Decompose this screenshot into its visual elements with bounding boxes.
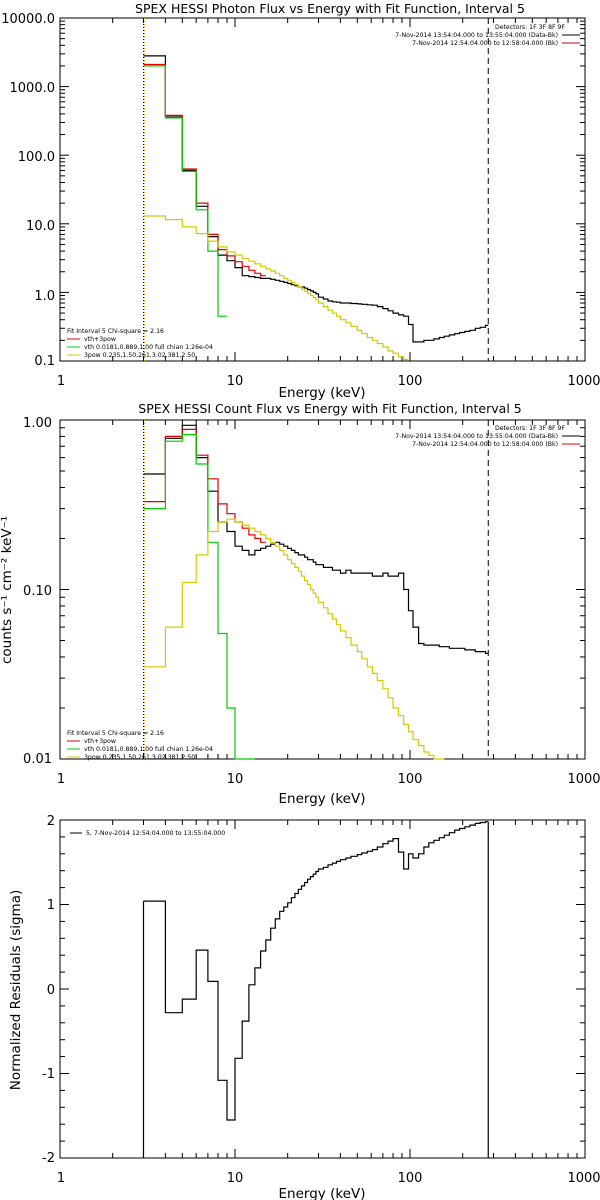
photon-flux-detectors: Detectors: 1F 3F 8F 9F — [495, 24, 566, 31]
photon-flux-legend-total: vth+3pow — [84, 336, 116, 343]
residuals-ytick-0: 0 — [47, 983, 55, 998]
count-flux-ylabel: counts s⁻¹ cm⁻² keV⁻¹ — [0, 516, 15, 664]
residuals-panel: 1 10 100 1000 -2 -1 0 1 2 Energy (keV) N… — [8, 814, 600, 1200]
count-flux-legend-powerlaw: 3pow 0.235,1.50,261,3.02,381,2.50 — [84, 754, 195, 761]
count-flux-legend-thermal: vth 0.0181,0.889,1.00 full chian 1.26e-0… — [84, 746, 213, 753]
photon-flux-panel: SPEX HESSI Photon Flux vs Energy with Fi… — [1, 1, 600, 401]
photon-flux-series-powerlaw — [143, 215, 409, 361]
residuals-ytick-2: 2 — [47, 814, 55, 829]
photon-flux-info-line-2: 7-Nov-2014 12:54:04.000 to 12:58:04.000 … — [412, 40, 558, 47]
photon-flux-title: SPEX HESSI Photon Flux vs Energy with Fi… — [135, 1, 525, 16]
count-flux-xtick-1000: 1000 — [567, 772, 600, 787]
count-flux-series-total — [143, 428, 266, 543]
photon-flux-ytick-1.0: 1.0 — [34, 289, 55, 304]
photon-flux-ytick-10000.0: 10000.0 — [1, 12, 55, 27]
photon-flux-xtick-1: 1 — [57, 374, 65, 389]
photon-flux-ticks — [59, 17, 586, 362]
photon-flux-info-line-1: 7-Nov-2014 13:54:04.000 to 13:55:04.000 … — [395, 32, 558, 39]
residuals-xtick-10: 10 — [227, 1171, 244, 1186]
count-flux-ytick-0.01: 0.01 — [23, 752, 52, 767]
count-flux-info-line-1: 7-Nov-2014 13:54:04.000 to 13:55:04.000 … — [395, 433, 558, 440]
photon-flux-legend-header: Fit Interval 5 Chi-square = 2.16 — [67, 328, 164, 335]
count-flux-title: SPEX HESSI Count Flux vs Energy with Fit… — [138, 401, 521, 416]
count-flux-detectors: Detectors: 1F 3F 8F 9F — [495, 425, 566, 432]
photon-flux-xtick-1000: 1000 — [567, 374, 600, 389]
photon-flux-ytick-10.0: 10.0 — [26, 219, 55, 234]
count-flux-ytick-1.00: 1.00 — [23, 416, 52, 431]
residuals-ytick-minus2: -2 — [42, 1151, 55, 1166]
photon-flux-series-thermal — [143, 65, 227, 317]
photon-flux-xtick-10: 10 — [227, 374, 244, 389]
count-flux-series-powerlaw — [143, 518, 445, 760]
photon-flux-series-data — [143, 55, 489, 343]
residuals-ylabel: Normalized Residuals (sigma) — [8, 890, 24, 1091]
photon-flux-xtick-100: 100 — [398, 374, 423, 389]
residuals-xlabel: Energy (keV) — [279, 1186, 366, 1200]
residuals-xtick-1000: 1000 — [567, 1171, 600, 1186]
residuals-xtick-1: 1 — [57, 1171, 65, 1186]
photon-flux-reference-lines — [142, 18, 489, 361]
count-flux-series-data — [143, 424, 489, 654]
residuals-ytick-minus1: -1 — [42, 1067, 55, 1082]
count-flux-xtick-100: 100 — [398, 772, 423, 787]
photon-flux-legend-thermal: vth 0.0181,0.889,1.00 full chian 1.26e-0… — [84, 344, 213, 351]
residuals-ytick-1: 1 — [47, 898, 55, 913]
count-flux-legend-header: Fit Interval 5 Chi-square = 2.16 — [67, 730, 164, 737]
residuals-series — [142, 821, 489, 1158]
photon-flux-xlabel: Energy (keV) — [279, 385, 366, 401]
count-flux-ytick-0.10: 0.10 — [23, 584, 52, 599]
count-flux-xlabel: Energy (keV) — [279, 791, 366, 807]
photon-flux-ytick-1000.0: 1000.0 — [10, 81, 56, 96]
count-flux-series-thermal — [143, 434, 255, 760]
count-flux-series — [143, 424, 489, 760]
count-flux-xtick-10: 10 — [227, 772, 244, 787]
count-flux-panel: SPEX HESSI Count Flux vs Energy with Fit… — [0, 401, 600, 807]
count-flux-legend-total: vth+3pow — [84, 738, 116, 745]
photon-flux-ytick-100.0: 100.0 — [18, 150, 55, 165]
count-flux-ticks — [59, 419, 586, 760]
count-flux-reference-lines — [142, 420, 489, 759]
count-flux-info-line-2: 7-Nov-2014 12:54:04.000 to 12:58:04.000 … — [412, 441, 558, 448]
photon-flux-series — [143, 55, 489, 361]
photon-flux-axes-frame — [59, 17, 586, 362]
residuals-series-residuals — [143, 821, 489, 1121]
residuals-xtick-100: 100 — [398, 1171, 423, 1186]
photon-flux-ytick-0.1: 0.1 — [34, 354, 55, 369]
residuals-legend-entry: 5, 7-Nov-2014 12:54:04.000 to 13:55:04.0… — [86, 830, 225, 837]
photon-flux-legend-powerlaw: 3pow 0.235,1.50,261,3.02,381,2.50 — [84, 352, 195, 359]
count-flux-xtick-1: 1 — [57, 772, 65, 787]
